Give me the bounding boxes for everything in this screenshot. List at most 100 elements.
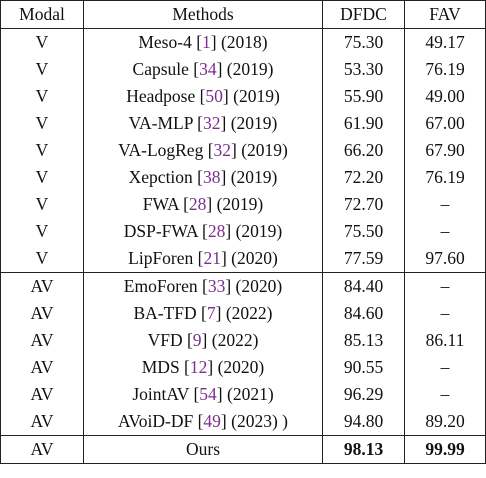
dfdc-cell: 84.40: [322, 272, 405, 300]
method-year: ] (2023) ): [220, 411, 288, 431]
header-cell: Modal: [0, 0, 84, 29]
method-year: ] (2019): [216, 59, 274, 79]
method-name: LipForen [: [128, 248, 204, 268]
fav-cell: 76.19: [404, 56, 486, 83]
method-cell: AVoiD-DF [49] (2023) ): [83, 408, 323, 436]
modal-cell: AV: [0, 327, 84, 354]
fav-cell: –: [404, 191, 486, 218]
method-year: ] (2020): [220, 248, 278, 268]
modal-cell: V: [0, 245, 84, 273]
modal-cell: V: [0, 218, 84, 245]
modal-cell: AV: [0, 300, 84, 327]
table-row: AV BA-TFD [7] (2022) 84.60–: [0, 300, 486, 327]
table-row: AV AVoiD-DF [49] (2023) ) 94.80 89.20: [0, 408, 486, 436]
method-name: VA-MLP [: [128, 113, 204, 133]
method-year: ] (2019): [220, 113, 278, 133]
dfdc-cell: 75.30: [322, 28, 405, 56]
header-cell: DFDC: [322, 0, 405, 29]
method-name: AVoiD-DF [: [118, 411, 204, 431]
fav-cell: 89.20: [404, 408, 486, 436]
fav-cell: –: [404, 381, 486, 408]
modal-cell: AV: [0, 381, 84, 408]
table-row: AV JointAV [54] (2021) 96.29–: [0, 381, 486, 408]
citation: 9: [192, 330, 202, 350]
fav-cell: –: [404, 300, 486, 327]
method-year: ] (2021): [216, 384, 274, 404]
table-row: V LipForen [21] (2020) 77.59 97.60: [0, 245, 486, 273]
table-row: AV Ours 98.13 99.99: [0, 435, 486, 464]
method-cell: LipForen [21] (2020): [83, 245, 323, 273]
fav-cell: –: [404, 218, 486, 245]
table-body: V Meso-4 [1] (2018) 75.30 49.17 V Capsule [34…: [0, 28, 486, 464]
method-cell: VFD [9] (2022): [83, 327, 323, 354]
modal-cell: V: [0, 83, 84, 110]
dfdc-cell: 98.13: [322, 435, 405, 464]
method-name: Capsule [: [132, 59, 200, 79]
table-row: V Capsule [34] (2019) 53.30 76.19: [0, 56, 486, 83]
method-name: Headpose [: [126, 86, 206, 106]
citation: 38: [203, 167, 221, 187]
citation: 12: [189, 357, 208, 377]
table-row: V Headpose [50] (2019) 55.90 49.00: [0, 83, 486, 110]
method-year: ] (2018): [210, 32, 268, 52]
method-year: ] (2020): [225, 276, 283, 296]
table-row: V FWA [28] (2019) 72.70–: [0, 191, 486, 218]
modal-cell: AV: [0, 272, 84, 300]
method-cell: Meso-4 [1] (2018): [83, 28, 323, 56]
dfdc-cell: 61.90: [322, 110, 405, 137]
fav-cell: 76.19: [404, 164, 486, 191]
citation: 21: [203, 248, 221, 268]
dfdc-cell: 72.20: [322, 164, 405, 191]
fav-cell: 67.00: [404, 110, 486, 137]
method-name: FWA [: [142, 194, 189, 214]
header-cell: Methods: [83, 0, 323, 29]
method-name: DSP-FWA [: [123, 221, 208, 241]
method-name: EmoForen [: [123, 276, 208, 296]
citation: 7: [206, 303, 216, 323]
table-row: V DSP-FWA [28] (2019) 75.50–: [0, 218, 486, 245]
method-year: ] (2019): [220, 167, 278, 187]
method-cell: Capsule [34] (2019): [83, 56, 323, 83]
method-year: ] (2022): [201, 330, 259, 350]
method-cell: VA-MLP [32] (2019): [83, 110, 323, 137]
method-cell: VA-LogReg [32] (2019): [83, 137, 323, 164]
method-cell: Xepction [38] (2019): [83, 164, 323, 191]
fav-cell: 49.17: [404, 28, 486, 56]
method-name: MDS [: [141, 357, 190, 377]
table-row: V Meso-4 [1] (2018) 75.30 49.17: [0, 28, 486, 56]
header-row: Modal Methods DFDC FAV: [0, 0, 486, 29]
results-table: Modal Methods DFDC FAV V Meso-4 [1] (2018) 75…: [0, 0, 486, 464]
citation: 34: [199, 59, 217, 79]
table-row: V VA-LogReg [32] (2019) 66.20 67.90: [0, 137, 486, 164]
method-cell: Headpose [50] (2019): [83, 83, 323, 110]
citation: 33: [207, 276, 226, 296]
method-cell: BA-TFD [7] (2022): [83, 300, 323, 327]
method-name: Xepction [: [128, 167, 203, 187]
citation: 54: [199, 384, 217, 404]
method-cell: MDS [12] (2020): [83, 354, 323, 381]
method-year: ] (2019): [206, 194, 264, 214]
dfdc-cell: 55.90: [322, 83, 405, 110]
dfdc-cell: 75.50: [322, 218, 405, 245]
method-year: ] (2019): [231, 140, 288, 160]
method-cell: FWA [28] (2019): [83, 191, 323, 218]
method-name: Meso-4 [: [138, 32, 203, 52]
dfdc-cell: 66.20: [322, 137, 405, 164]
modal-cell: V: [0, 56, 84, 83]
fav-cell: –: [404, 354, 486, 381]
dfdc-cell: 94.80: [322, 408, 405, 436]
method-cell: DSP-FWA [28] (2019): [83, 218, 323, 245]
table-row: V VA-MLP [32] (2019) 61.90 67.00: [0, 110, 486, 137]
table-row: AV VFD [9] (2022) 85.13 86.11: [0, 327, 486, 354]
method-year: ] (2019): [225, 221, 283, 241]
fav-cell: 97.60: [404, 245, 486, 273]
fav-cell: –: [404, 272, 486, 300]
method-name: VA-LogReg [: [118, 140, 214, 160]
method-cell: Ours: [83, 435, 323, 464]
table-row: V Xepction [38] (2019) 72.20 76.19: [0, 164, 486, 191]
method-cell: JointAV [54] (2021): [83, 381, 323, 408]
modal-cell: V: [0, 28, 84, 56]
modal-cell: AV: [0, 408, 84, 436]
dfdc-cell: 77.59: [322, 245, 405, 273]
fav-cell: 86.11: [404, 327, 486, 354]
